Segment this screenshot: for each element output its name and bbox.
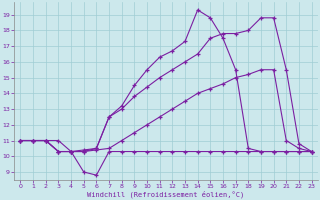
X-axis label: Windchill (Refroidissement éolien,°C): Windchill (Refroidissement éolien,°C) [87,190,245,198]
